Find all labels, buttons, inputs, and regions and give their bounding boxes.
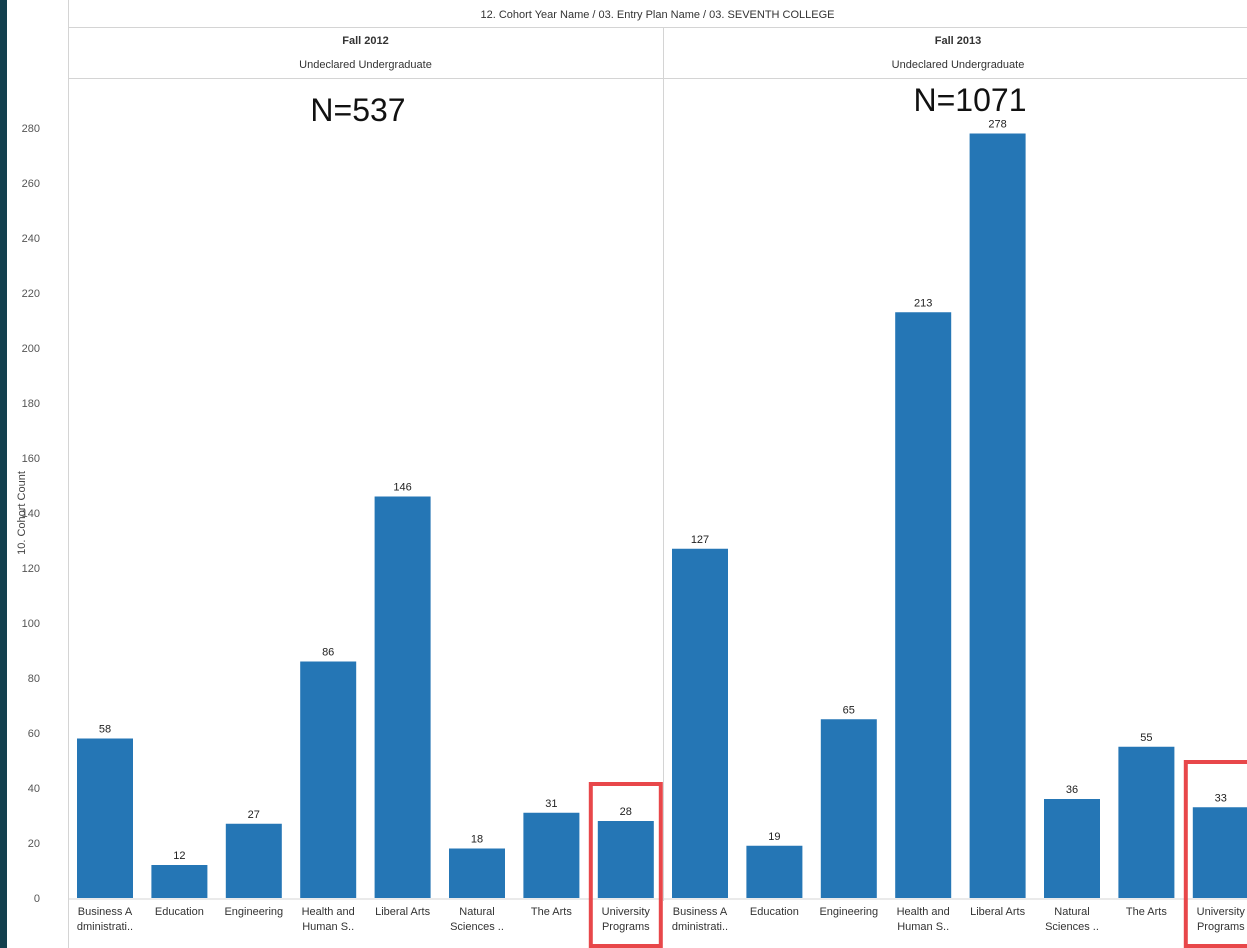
category-label: Education	[750, 906, 799, 918]
highlight-box-university-programs	[1183, 760, 1247, 948]
bar-value-label: 278	[988, 119, 1006, 131]
bar-value-label: 18	[471, 834, 483, 846]
y-tick-label: 140	[22, 508, 40, 520]
chart-title: 12. Cohort Year Name / 03. Entry Plan Na…	[480, 9, 835, 21]
category-label: Business A	[673, 906, 728, 918]
category-label: Business A	[78, 906, 133, 918]
y-tick-label: 80	[28, 673, 40, 685]
bar-fall-2012-7	[597, 821, 654, 898]
category-label: Natural	[459, 906, 494, 918]
bar-value-label: 55	[1140, 732, 1152, 744]
bar-value-label: 213	[914, 297, 932, 309]
category-label: dministrati..	[77, 921, 133, 933]
panel-plan-fall-2013: Undeclared Undergraduate	[891, 59, 1025, 71]
bar-value-label: 31	[545, 798, 557, 810]
bar-fall-2012-4	[374, 496, 431, 898]
bar-fall-2013-4	[969, 133, 1026, 898]
y-tick-label: 180	[22, 398, 40, 410]
bar-value-label: 58	[99, 724, 111, 736]
bar-fall-2012-2	[225, 823, 282, 898]
y-tick-label: 240	[22, 233, 40, 245]
bar-value-label: 146	[393, 482, 411, 494]
bar-fall-2013-2	[820, 719, 877, 898]
bar-value-label: 27	[248, 809, 260, 821]
y-tick-label: 200	[22, 343, 40, 355]
axis-divider	[68, 0, 69, 948]
y-tick-label: 120	[22, 563, 40, 575]
category-label: Programs	[1197, 921, 1245, 933]
bar-value-label: 127	[691, 534, 709, 546]
bar-value-label: 12	[173, 850, 185, 862]
y-tick-label: 160	[22, 453, 40, 465]
panel-divider	[663, 28, 664, 901]
highlight-box-university-programs	[588, 782, 663, 948]
y-tick-label: 220	[22, 288, 40, 300]
panel-year-fall-2012: Fall 2012	[342, 35, 389, 47]
bar-value-label: 36	[1066, 784, 1078, 796]
panel-year-fall-2013: Fall 2013	[934, 35, 982, 47]
y-tick-label: 260	[22, 178, 40, 190]
category-label: Engineering	[819, 906, 878, 918]
category-label: Liberal Arts	[970, 906, 1026, 918]
category-label: The Arts	[531, 906, 572, 918]
category-label: Human S..	[897, 921, 949, 933]
category-label: University	[1197, 906, 1246, 918]
bar-fall-2012-0	[77, 738, 133, 898]
n-label-fall-2012: N=537	[310, 92, 406, 128]
category-label: Education	[155, 906, 204, 918]
y-tick-label: 0	[34, 893, 40, 905]
category-label: Programs	[602, 921, 650, 933]
category-label: Liberal Arts	[375, 906, 431, 918]
category-label: The Arts	[1126, 906, 1167, 918]
bar-fall-2012-5	[449, 848, 505, 898]
category-label: Sciences ..	[450, 921, 504, 933]
category-label: dministrati..	[672, 921, 728, 933]
bar-value-label: 86	[322, 647, 334, 659]
bar-fall-2013-3	[895, 312, 952, 898]
bar-fall-2013-7	[1192, 807, 1247, 898]
bar-fall-2013-1	[746, 845, 803, 898]
category-label: Sciences ..	[1045, 921, 1099, 933]
category-label: Health and	[897, 906, 950, 918]
bar-fall-2013-6	[1118, 746, 1175, 898]
category-label: Natural	[1054, 906, 1089, 918]
y-tick-label: 60	[28, 728, 40, 740]
header-divider-top	[68, 27, 1247, 28]
bar-fall-2012-6	[523, 812, 580, 898]
bar-fall-2012-3	[300, 661, 357, 898]
panel-plan-fall-2012: Undeclared Undergraduate	[299, 59, 432, 71]
bar-value-label: 28	[620, 806, 632, 818]
n-label-fall-2013: N=1071	[913, 82, 1027, 118]
category-label: Health and	[302, 906, 355, 918]
bar-value-label: 33	[1215, 792, 1227, 804]
y-tick-label: 40	[28, 783, 40, 795]
y-tick-label: 100	[22, 618, 40, 630]
category-label: Human S..	[302, 921, 354, 933]
category-label: Engineering	[224, 906, 283, 918]
y-tick-label: 280	[22, 123, 40, 135]
bar-fall-2013-0	[672, 548, 728, 898]
bar-value-label: 65	[843, 704, 855, 716]
header-divider-bottom	[68, 78, 1247, 79]
left-edge-strip	[0, 0, 7, 948]
bar-value-label: 19	[768, 831, 780, 843]
bar-fall-2013-5	[1044, 799, 1100, 898]
category-label: University	[602, 906, 651, 918]
y-axis-title: 10. Cohort Count	[16, 471, 28, 555]
bar-fall-2012-1	[151, 865, 208, 898]
y-tick-label: 20	[28, 838, 40, 850]
